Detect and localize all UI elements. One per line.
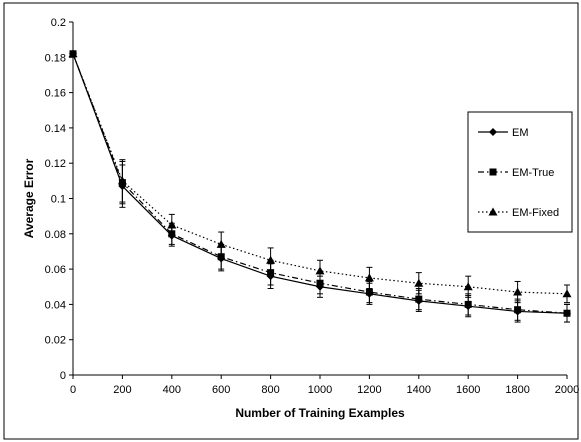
data-point — [117, 176, 127, 185]
legend-label: EM — [512, 127, 529, 139]
y-tick-label: 0.1 — [51, 194, 66, 206]
x-tick-label: 1000 — [308, 384, 332, 396]
plot-area — [68, 49, 572, 323]
x-tick-label: 400 — [163, 384, 181, 396]
data-point — [562, 289, 572, 298]
data-point — [414, 278, 424, 287]
x-tick-label: 1600 — [456, 384, 480, 396]
legend-marker — [489, 168, 497, 176]
x-tick-label: 1200 — [357, 384, 381, 396]
data-point — [463, 282, 473, 291]
axes: 0 0.02 0.04 0.06 0.08 0.1 0.12 0.14 0.16 0.18 0.2 0… — [45, 17, 580, 396]
y-tick-label: 0.16 — [45, 88, 66, 100]
y-tick-label: 0.12 — [45, 158, 66, 170]
x-axis-title: Number of Training Examples — [235, 406, 405, 420]
data-point — [216, 239, 226, 248]
data-point — [415, 295, 423, 303]
legend-label: EM-True — [512, 167, 554, 179]
x-tick-label: 200 — [113, 384, 131, 396]
data-point — [464, 300, 472, 308]
legend: EM EM-True EM-Fixed — [467, 111, 573, 233]
y-tick-label: 0.06 — [45, 264, 66, 276]
y-tick-label: 0.14 — [45, 123, 66, 135]
y-tick-label: 0.02 — [45, 335, 66, 347]
legend-marker — [488, 207, 498, 216]
data-point — [364, 273, 374, 282]
x-tick-label: 2000 — [555, 384, 579, 396]
x-tick-label: 800 — [261, 384, 279, 396]
series-em-fixed — [68, 49, 572, 304]
data-point — [266, 255, 276, 264]
legend-label: EM-Fixed — [512, 207, 559, 219]
x-tick-label: 1800 — [505, 384, 529, 396]
data-point — [315, 266, 325, 275]
y-tick-label: 0.04 — [45, 299, 66, 311]
data-point — [167, 220, 177, 229]
y-tick-label: 0 — [60, 370, 66, 382]
x-tick-label: 600 — [212, 384, 230, 396]
data-point — [316, 279, 324, 287]
y-tick-label: 0.08 — [45, 229, 66, 241]
x-tick-label: 0 — [70, 384, 76, 396]
data-point — [514, 306, 522, 314]
data-point — [365, 288, 373, 296]
data-point — [513, 287, 523, 296]
y-axis-title: Average Error — [22, 158, 36, 238]
legend-marker — [489, 128, 497, 136]
data-point — [563, 309, 571, 317]
y-tick-label: 0.18 — [45, 52, 66, 64]
series-line — [72, 53, 568, 295]
x-tick-label: 1400 — [407, 384, 431, 396]
y-tick-label: 0.2 — [51, 17, 66, 29]
